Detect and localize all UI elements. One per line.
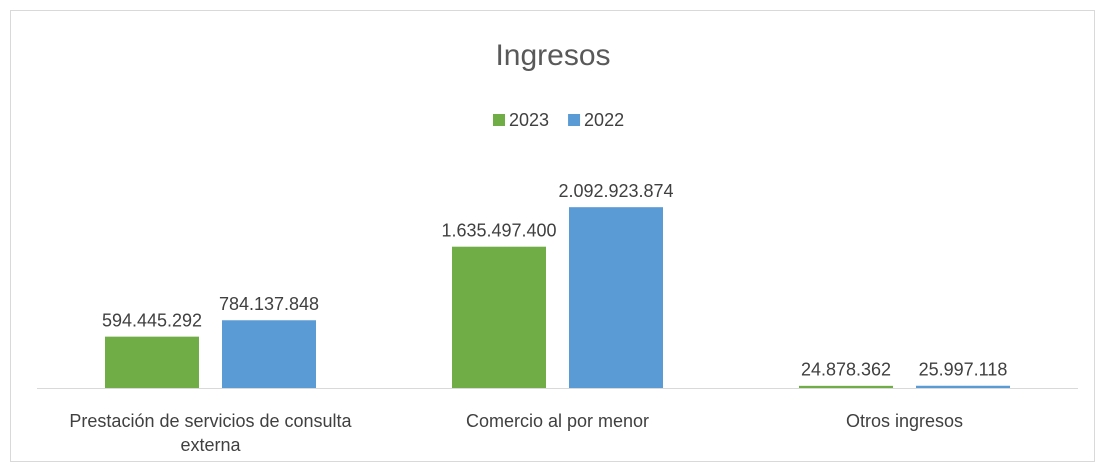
x-tick-label: Comercio al por menor <box>466 411 649 431</box>
data-label: 25.997.118 <box>919 360 1008 380</box>
legend-label: 2022 <box>584 110 624 130</box>
bar <box>105 336 199 388</box>
data-label: 1.635.497.400 <box>441 220 556 240</box>
legend-label: 2023 <box>509 110 549 130</box>
data-label: 784.137.848 <box>219 294 319 314</box>
bar <box>452 246 546 388</box>
legend-swatch <box>568 114 581 126</box>
data-label: 24.878.362 <box>801 360 891 380</box>
bar <box>799 385 893 388</box>
data-label: 2.092.923.874 <box>558 181 673 201</box>
chart-title: Ingresos <box>495 39 610 72</box>
bar <box>222 320 316 388</box>
data-label: 594.445.292 <box>102 310 202 330</box>
x-tick-label: Prestación de servicios de consulta exter… <box>69 411 352 455</box>
x-tick-label: Otros ingresos <box>846 411 963 431</box>
legend-swatch <box>493 114 505 126</box>
bar <box>569 207 663 388</box>
bar <box>916 385 1010 388</box>
